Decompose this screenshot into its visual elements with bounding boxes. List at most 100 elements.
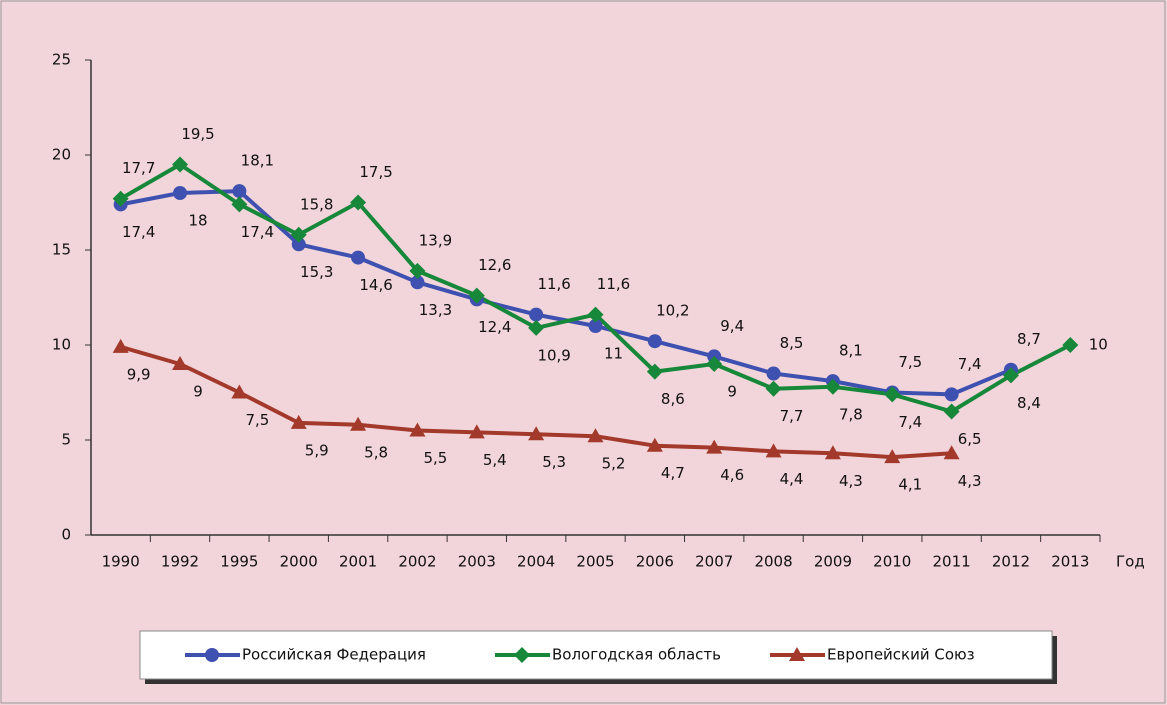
marker <box>943 403 960 420</box>
marker <box>468 424 485 439</box>
data-label: 18,1 <box>241 152 274 170</box>
marker <box>231 196 248 213</box>
x-tick-label: 2010 <box>873 553 911 571</box>
data-label: 6,5 <box>958 430 982 448</box>
marker <box>706 356 723 372</box>
marker <box>173 186 188 200</box>
marker <box>409 262 426 279</box>
x-tick-label: 2011 <box>933 553 971 571</box>
data-label: 17,7 <box>122 159 155 177</box>
marker <box>587 428 604 443</box>
data-label: 11 <box>604 345 623 363</box>
marker <box>943 445 960 460</box>
legend-box <box>139 630 1053 680</box>
marker <box>232 184 247 199</box>
data-label: 9,4 <box>720 317 744 335</box>
marker <box>824 378 841 395</box>
y-tick-label: 25 <box>52 51 71 69</box>
data-label: 15,3 <box>300 263 333 281</box>
marker <box>765 380 782 397</box>
x-tick-label: 2006 <box>636 553 674 571</box>
legend-label: Вологодская область <box>552 646 721 664</box>
data-label: 4,6 <box>720 466 744 484</box>
marker <box>706 439 723 454</box>
marker <box>290 226 307 243</box>
data-label: 11,6 <box>597 275 630 293</box>
data-label: 7,4 <box>958 355 982 373</box>
data-label: 4,4 <box>780 470 804 488</box>
marker <box>528 426 545 441</box>
data-label: 5,9 <box>305 441 329 459</box>
data-label: 8,5 <box>780 334 804 352</box>
data-label: 7,5 <box>245 411 269 429</box>
marker <box>351 250 366 265</box>
y-tick-label: 15 <box>52 241 71 259</box>
marker <box>172 356 189 370</box>
marker <box>468 287 485 304</box>
data-label: 9,9 <box>127 365 151 383</box>
marker <box>884 386 901 403</box>
marker <box>1062 337 1079 353</box>
marker <box>789 647 805 661</box>
data-label: 4,3 <box>958 472 982 490</box>
data-label: 8,4 <box>1017 394 1041 412</box>
y-tick-label: 10 <box>52 336 71 354</box>
marker <box>290 414 307 429</box>
data-label: 7,5 <box>898 353 922 371</box>
data-label: 7,4 <box>898 413 922 431</box>
x-tick-label: 2012 <box>992 553 1030 571</box>
data-label: 5,8 <box>364 443 388 461</box>
data-label: 10,2 <box>656 302 689 320</box>
x-tick-label: 2001 <box>339 553 377 571</box>
data-label: 5,2 <box>602 455 626 473</box>
data-label: 7,8 <box>839 405 863 423</box>
marker <box>646 437 663 452</box>
marker <box>765 443 782 458</box>
x-tick-label: 2000 <box>280 553 318 571</box>
marker <box>205 648 219 662</box>
marker <box>766 366 781 381</box>
marker <box>410 275 425 290</box>
marker <box>588 319 603 333</box>
marker <box>646 363 663 380</box>
data-label: 9 <box>193 383 203 401</box>
data-label: 5,3 <box>542 453 566 471</box>
marker <box>587 306 604 323</box>
data-label: 10,9 <box>537 346 570 364</box>
marker <box>528 319 545 336</box>
x-tick-label: 2009 <box>814 553 852 571</box>
y-tick-label: 0 <box>61 526 71 544</box>
marker <box>514 647 530 663</box>
x-tick-label: 1992 <box>161 553 199 571</box>
data-label: 18 <box>188 212 207 230</box>
data-label: 17,5 <box>359 163 392 181</box>
legend-label: Российская Федерация <box>242 646 426 664</box>
x-tick-label: 2002 <box>398 553 436 571</box>
data-label: 4,1 <box>898 476 922 494</box>
legend-label: Европейский Союз <box>827 646 975 664</box>
y-tick-label: 20 <box>52 146 71 164</box>
marker <box>884 449 901 464</box>
marker <box>350 194 367 211</box>
data-label: 12,4 <box>478 318 511 336</box>
data-label: 17,4 <box>122 223 155 241</box>
marker <box>647 334 662 349</box>
y-tick-label: 5 <box>61 431 71 449</box>
marker <box>409 422 426 437</box>
data-label: 8,7 <box>1017 330 1041 348</box>
x-tick-label: 2008 <box>754 553 792 571</box>
data-label: 9 <box>727 383 737 401</box>
marker <box>112 338 129 353</box>
data-label: 8,1 <box>839 342 863 360</box>
x-axis-label: Год <box>1116 553 1145 571</box>
data-label: 15,8 <box>300 195 333 213</box>
data-label: 13,9 <box>419 231 452 249</box>
marker <box>529 307 544 322</box>
data-label: 13,3 <box>419 301 452 319</box>
marker <box>824 445 841 460</box>
data-label: 17,4 <box>241 223 274 241</box>
marker <box>1002 367 1019 384</box>
x-tick-label: 2013 <box>1051 553 1089 571</box>
